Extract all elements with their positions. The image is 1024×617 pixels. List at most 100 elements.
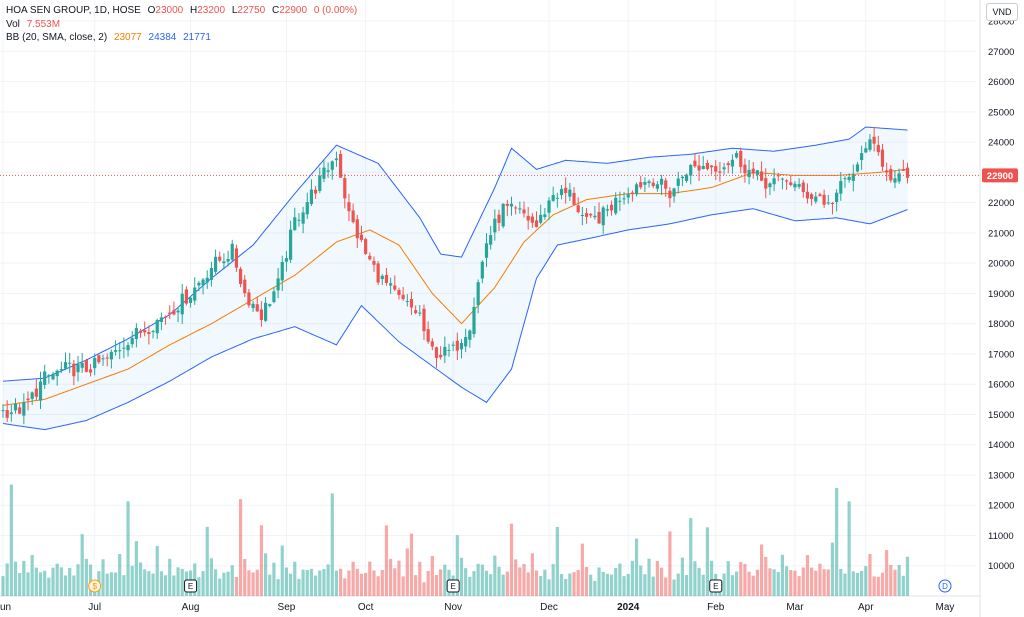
candle-body <box>268 304 272 307</box>
volume-bar <box>322 569 326 596</box>
candle-body <box>280 261 284 281</box>
candle-body <box>785 180 789 182</box>
candle-body <box>860 153 864 161</box>
volume-bar <box>222 572 226 596</box>
candle-body <box>509 203 514 207</box>
volume-bar <box>163 575 168 596</box>
volume-bar <box>309 568 314 596</box>
volume-bar <box>9 484 13 596</box>
volume-bar <box>55 563 59 596</box>
legend-ohlc: HOA SEN GROUP, 1D, HOSE O23000 H23200 L2… <box>6 5 361 16</box>
volume-bar <box>755 569 760 596</box>
x-tick-label: Feb <box>707 602 725 613</box>
volume-bar <box>343 578 347 596</box>
candle-body <box>263 302 268 321</box>
candle-body <box>747 169 751 178</box>
high-value: 23200 <box>197 5 226 16</box>
dividend-marker[interactable] <box>88 579 102 593</box>
volume-bar <box>530 553 534 596</box>
candle-body <box>426 329 430 342</box>
candle-body <box>22 402 26 416</box>
y-tick-label: 20000 <box>988 259 1014 270</box>
volume-bar <box>776 572 780 596</box>
candle-body <box>814 196 818 202</box>
candle-body <box>30 392 34 399</box>
volume-bar <box>434 575 439 596</box>
y-tick-label: 11000 <box>988 531 1014 542</box>
volume-bar <box>518 567 522 596</box>
volume-bar <box>59 567 63 596</box>
candle-body <box>151 330 155 332</box>
currency-button[interactable]: VND <box>986 3 1018 21</box>
volume-bar <box>568 573 572 596</box>
candle-body <box>647 181 651 184</box>
volume-bar <box>747 571 751 596</box>
volume-bar <box>351 561 355 596</box>
volume-bar <box>522 564 526 596</box>
volume-bar <box>701 574 705 596</box>
candle-body <box>372 260 376 265</box>
dividend-marker-label: $ <box>92 582 97 591</box>
candle-body <box>751 168 755 174</box>
candle-body <box>168 312 172 315</box>
volume-bar <box>401 576 405 596</box>
volume-bar <box>288 573 293 596</box>
volume-bar <box>876 576 880 596</box>
candle-body <box>122 347 126 349</box>
candle-body <box>764 178 768 189</box>
volume-bar <box>705 527 710 596</box>
candle-body <box>676 178 680 186</box>
candle-body <box>155 319 159 334</box>
candle-body <box>297 219 301 221</box>
candle-body <box>630 192 634 195</box>
candle-body <box>422 308 426 332</box>
volume-bar <box>664 577 668 596</box>
candle-body <box>401 294 405 300</box>
volume-bar <box>5 563 9 596</box>
volume-bar <box>105 573 109 596</box>
y-tick-label: 13000 <box>988 470 1014 481</box>
candle-body <box>493 218 497 233</box>
event-markers[interactable]: $ E E E D <box>88 579 952 593</box>
event-d-marker[interactable] <box>938 579 952 593</box>
earnings-marker[interactable] <box>709 579 723 593</box>
volume-bar <box>651 576 655 596</box>
volume-bar <box>801 567 805 596</box>
candle-body <box>801 182 805 193</box>
volume-bar <box>409 533 414 596</box>
candle-body <box>305 202 309 215</box>
candle-body <box>489 235 493 245</box>
volume-bar <box>405 548 409 596</box>
candle-body <box>872 136 876 144</box>
x-tick-label: Jun <box>0 602 11 613</box>
candle-body <box>276 278 280 291</box>
volume-bar <box>147 571 151 596</box>
volume-bar <box>443 564 447 596</box>
candle-body <box>755 170 760 175</box>
earnings-marker[interactable] <box>446 579 460 593</box>
candle-body <box>339 153 343 178</box>
x-axis[interactable]: Jun Jul Aug Sep Oct Nov Dec 2024 Feb Mar Apr May <box>0 602 954 613</box>
earnings-marker[interactable] <box>184 579 198 593</box>
candle-body <box>639 182 643 188</box>
bb-upper-line <box>2 126 908 382</box>
x-tick-label: Nov <box>444 602 462 613</box>
volume-bar <box>880 572 885 596</box>
volume-bar <box>564 578 568 596</box>
candle-body <box>518 208 522 210</box>
candle-body <box>680 176 685 179</box>
candle-body <box>230 243 234 260</box>
candle-body <box>80 362 84 368</box>
volume-bar <box>601 571 605 596</box>
volume-bar <box>526 572 530 596</box>
bb-lower-value: 21771 <box>183 32 211 43</box>
volume-bar <box>822 569 826 596</box>
candle-body <box>205 277 209 283</box>
volume-bar <box>868 553 872 596</box>
volume-bar <box>293 561 297 596</box>
volume-bar <box>459 557 464 596</box>
candle-body <box>830 202 835 204</box>
y-axis[interactable]: 10000 11000 12000 13000 14000 15000 16000 17000… <box>988 17 1014 573</box>
volume-bar <box>180 568 184 596</box>
